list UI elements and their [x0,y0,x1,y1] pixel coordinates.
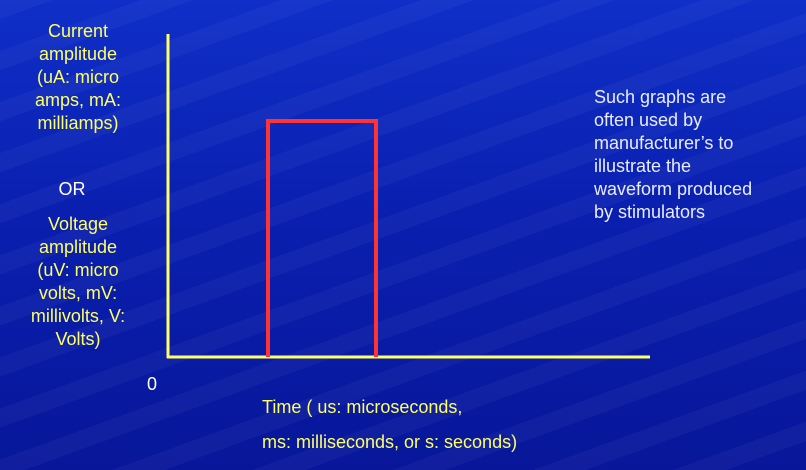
note-line: by stimulators [594,202,706,222]
y-axis-label-current: Current amplitude (uA: micro amps, mA: m… [14,20,142,135]
y-axis-or-label: OR [58,179,86,199]
y-label-line: volts, mV: [38,283,118,303]
note-line: Such graphs are [594,87,727,107]
y-label-line: Volts) [55,329,101,349]
note-line: often used by [594,110,703,130]
y-label-line: Voltage [47,214,109,234]
y-label-line: amplitude [38,44,118,64]
y-label-line: milliamps) [37,113,119,133]
y-axis-label-voltage: Voltage amplitude (uV: micro volts, mV: … [14,213,142,351]
y-label-line: millivolts, V: [30,306,126,326]
square-pulse [266,119,378,357]
note-line: illustrate the [594,156,692,176]
note-line: manufacturer’s to [594,133,734,153]
y-label-line: amps, mA: [34,90,122,110]
explanatory-note: Such graphs are often used by manufactur… [594,86,784,224]
y-label-line: Current [47,21,109,41]
y-label-line: (uV: micro [37,260,119,280]
note-line: waveform produced [594,179,753,199]
x-axis-label-line-1: Time ( us: microseconds, [262,397,463,417]
origin-label: 0 [147,374,158,394]
y-label-line: (uA: micro [36,67,119,87]
x-axis-label-line-2: ms: milliseconds, or s: seconds) [262,432,518,452]
y-label-line: amplitude [38,237,118,257]
